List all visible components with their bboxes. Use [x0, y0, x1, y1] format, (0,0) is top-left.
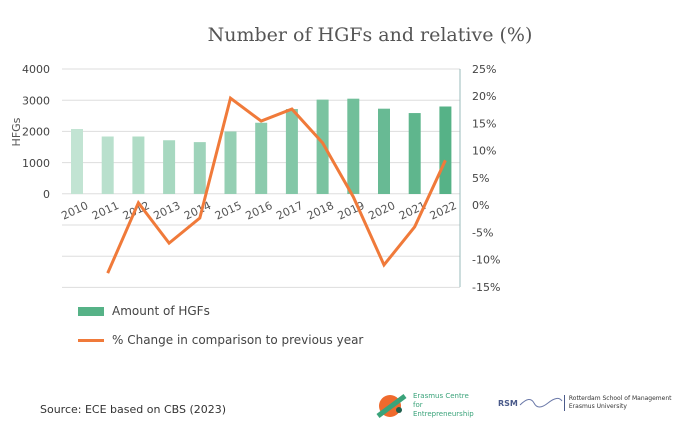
rsm-subtitle-1: Rotterdam School of Management [568, 395, 672, 402]
legend-label-bars: Amount of HGFs [112, 304, 210, 318]
x-tick-label: 2013 [151, 199, 182, 223]
right-tick-label: 25% [472, 63, 496, 76]
bar-2022 [439, 106, 452, 194]
bar-2010 [71, 129, 83, 194]
right-tick-label: -5% [472, 226, 493, 239]
left-tick-label: 4000 [22, 63, 50, 76]
bar-2014 [193, 142, 206, 194]
right-tick-label: -15% [472, 281, 500, 294]
chart-title: Number of HGFs and relative (%) [207, 24, 533, 46]
bar-2012 [132, 136, 145, 194]
source-note: Source: ECE based on CBS (2023) [40, 403, 227, 416]
right-tick-label: 10% [472, 145, 496, 158]
y-axis-label: HFGs [10, 117, 23, 146]
bar-2015 [224, 131, 237, 194]
rsm-logo: RSM Rotterdam School of Management Erasm… [498, 393, 672, 413]
right-tick-label: 5% [472, 172, 489, 185]
change-line [106, 95, 447, 274]
right-tick-label: 15% [472, 117, 496, 130]
legend-swatch-bars [78, 306, 104, 316]
legend-label-line: % Change in comparison to previous year [112, 333, 364, 347]
right-tick-label: 0% [472, 199, 489, 212]
x-tick-label: 2020 [366, 199, 397, 223]
x-tick-label: 2022 [428, 199, 459, 223]
ece-logo-text: Erasmus Centre for Entrepreneurship [413, 391, 474, 418]
bar-2016 [255, 122, 268, 194]
legend-swatch-line [78, 338, 104, 342]
chart-svg: 0 1000 2000 3000 4000 25% 20% 15% 10% 5% 0% -5% -10%… [10, 63, 500, 294]
right-tick-label: 20% [472, 90, 496, 103]
bar-2019 [347, 98, 360, 194]
right-tick-label: -10% [472, 254, 500, 267]
x-tick-label: 2016 [244, 199, 275, 223]
rsm-subtitle-2: Erasmus University [568, 403, 627, 410]
x-tick-label: 2018 [305, 199, 336, 223]
left-tick-label: 0 [43, 188, 50, 201]
left-tick-label: 1000 [22, 157, 50, 170]
bar-2017 [285, 109, 298, 194]
legend-item-bars: Amount of HGFs [78, 304, 210, 318]
bar-2018 [316, 99, 329, 194]
rsm-signature [519, 397, 563, 408]
ece-logo: Erasmus Centre for Entrepreneurship [375, 390, 477, 420]
left-tick-label: 2000 [22, 126, 50, 139]
bar-2013 [163, 140, 176, 194]
ece-logo-mark [376, 393, 407, 419]
x-tick-label: 2011 [90, 199, 121, 223]
bar-2011 [101, 136, 114, 194]
x-tick-label: 2017 [274, 199, 305, 223]
bar-2020 [378, 108, 390, 194]
x-tick-label: 2010 [59, 199, 90, 223]
legend-item-line: % Change in comparison to previous year [78, 333, 363, 347]
rsm-logo-text: RSM [498, 398, 518, 408]
x-tick-label: 2015 [213, 199, 244, 223]
bar-2021 [408, 113, 421, 194]
left-tick-label: 3000 [22, 94, 50, 107]
